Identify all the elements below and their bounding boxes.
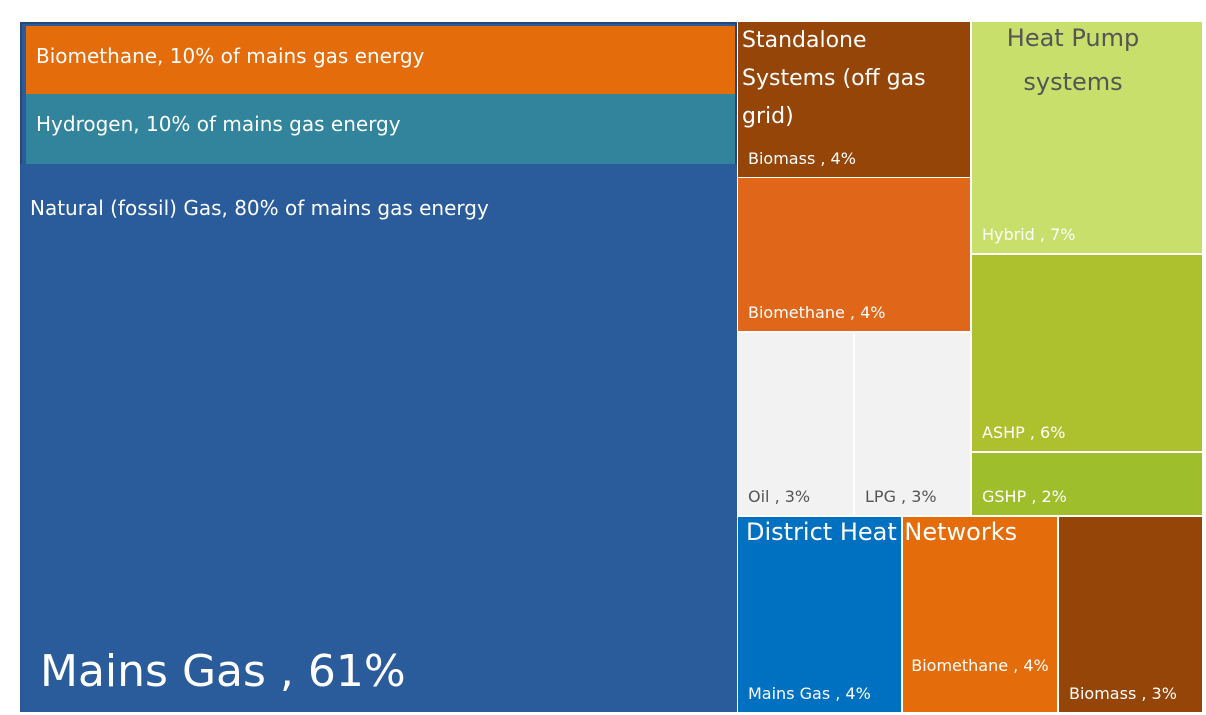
group-label: Mains Gas , 61%: [40, 646, 406, 697]
cell-label: Hydrogen, 10% of mains gas energy: [36, 112, 401, 136]
group-title: Standalone Systems (off gas grid): [742, 28, 926, 129]
cell-label: Biomass , 3%: [1069, 684, 1177, 703]
treemap-cell: [903, 517, 1057, 712]
group-title: Heat Pump systems: [1006, 24, 1140, 96]
treemap-cell: [855, 333, 970, 515]
cell-label: Mains Gas , 4%: [748, 684, 871, 703]
cell-label: GSHP , 2%: [982, 487, 1067, 506]
treemap-cell: [738, 517, 901, 712]
cell-label: Biomethane , 4%: [748, 303, 886, 322]
cell-label: Biomethane , 4%: [911, 656, 1049, 675]
cell-label: Hybrid , 7%: [982, 225, 1076, 244]
cell-label: ASHP , 6%: [982, 423, 1066, 442]
cell-label: Oil , 3%: [748, 487, 811, 506]
treemap-cell: [972, 453, 1202, 515]
cell-label: Biomethane, 10% of mains gas energy: [36, 44, 425, 68]
treemap-cell: [738, 333, 853, 515]
treemap-cell: [972, 22, 1202, 253]
cell-label: LPG , 3%: [865, 487, 937, 506]
treemap-cell: [738, 178, 970, 331]
treemap-cell: [26, 94, 735, 164]
treemap-cell: [972, 255, 1202, 451]
treemap-cell: [738, 22, 970, 177]
treemap-cell: [1059, 517, 1202, 712]
treemap-cell: [20, 164, 737, 712]
group-title: District Heat Networks: [746, 518, 1018, 546]
cell-label: Natural (fossil) Gas, 80% of mains gas e…: [30, 196, 489, 220]
cell-label: Biomass , 4%: [748, 149, 856, 168]
treemap-cell: [26, 26, 735, 94]
